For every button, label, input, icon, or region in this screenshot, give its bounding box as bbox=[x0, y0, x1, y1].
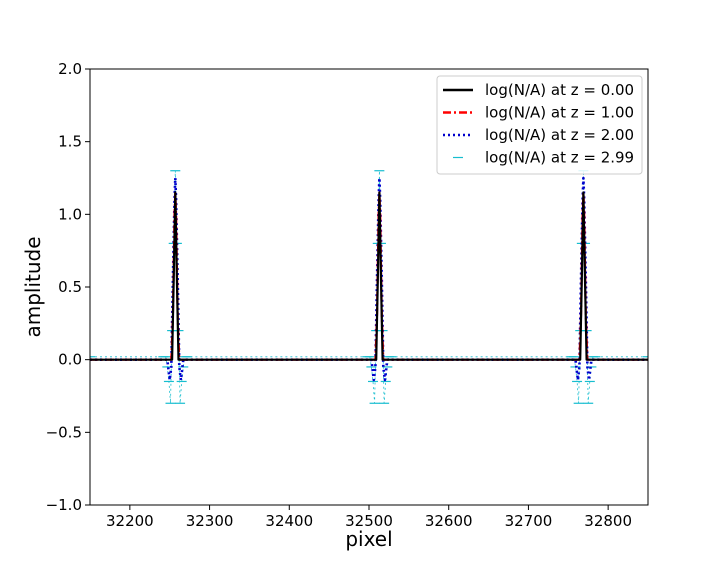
series-1 bbox=[90, 191, 648, 361]
legend-box bbox=[436, 75, 643, 175]
y-tick-label: −1.0 bbox=[46, 496, 82, 514]
legend-label: log(N/A) at z = 0.00 bbox=[485, 81, 634, 99]
x-tick-label: 32500 bbox=[345, 512, 393, 530]
x-tick-label: 32600 bbox=[425, 512, 473, 530]
y-tick-label: 1.0 bbox=[58, 205, 82, 223]
y-axis-label: amplitude bbox=[21, 236, 45, 337]
legend-label: log(N/A) at z = 2.99 bbox=[485, 149, 634, 167]
x-tick-label: 32300 bbox=[186, 512, 234, 530]
x-tick-label: 32400 bbox=[265, 512, 313, 530]
legend-label: log(N/A) at z = 2.00 bbox=[485, 126, 634, 144]
legend-item: log(N/A) at z = 2.00 bbox=[443, 126, 634, 144]
x-tick-label: 32700 bbox=[505, 512, 553, 530]
legend-item: log(N/A) at z = 0.00 bbox=[443, 81, 634, 99]
legend-item: log(N/A) at z = 2.99 bbox=[453, 149, 634, 167]
legend: log(N/A) at z = 0.00 log(N/A) at z = 1.00… bbox=[436, 75, 643, 175]
x-axis: 32200 32300 32400 32500 32600 32700 32800 bbox=[106, 505, 632, 530]
x-tick-label: 32800 bbox=[584, 512, 632, 530]
y-tick-label: 1.5 bbox=[58, 133, 82, 151]
y-tick-label: −0.5 bbox=[46, 423, 82, 441]
y-tick-label: 0.5 bbox=[58, 278, 82, 296]
legend-label: log(N/A) at z = 1.00 bbox=[485, 104, 634, 122]
x-tick-label: 32200 bbox=[106, 512, 154, 530]
x-axis-label: pixel bbox=[345, 527, 392, 551]
legend-item: log(N/A) at z = 1.00 bbox=[443, 104, 634, 122]
series-layer bbox=[90, 170, 648, 404]
y-tick-label: 0.0 bbox=[58, 351, 82, 369]
y-tick-label: 2.0 bbox=[58, 60, 82, 78]
y-axis: −1.0 −0.5 0.0 0.5 1.0 1.5 2.0 bbox=[46, 60, 90, 514]
series-line bbox=[90, 191, 648, 361]
